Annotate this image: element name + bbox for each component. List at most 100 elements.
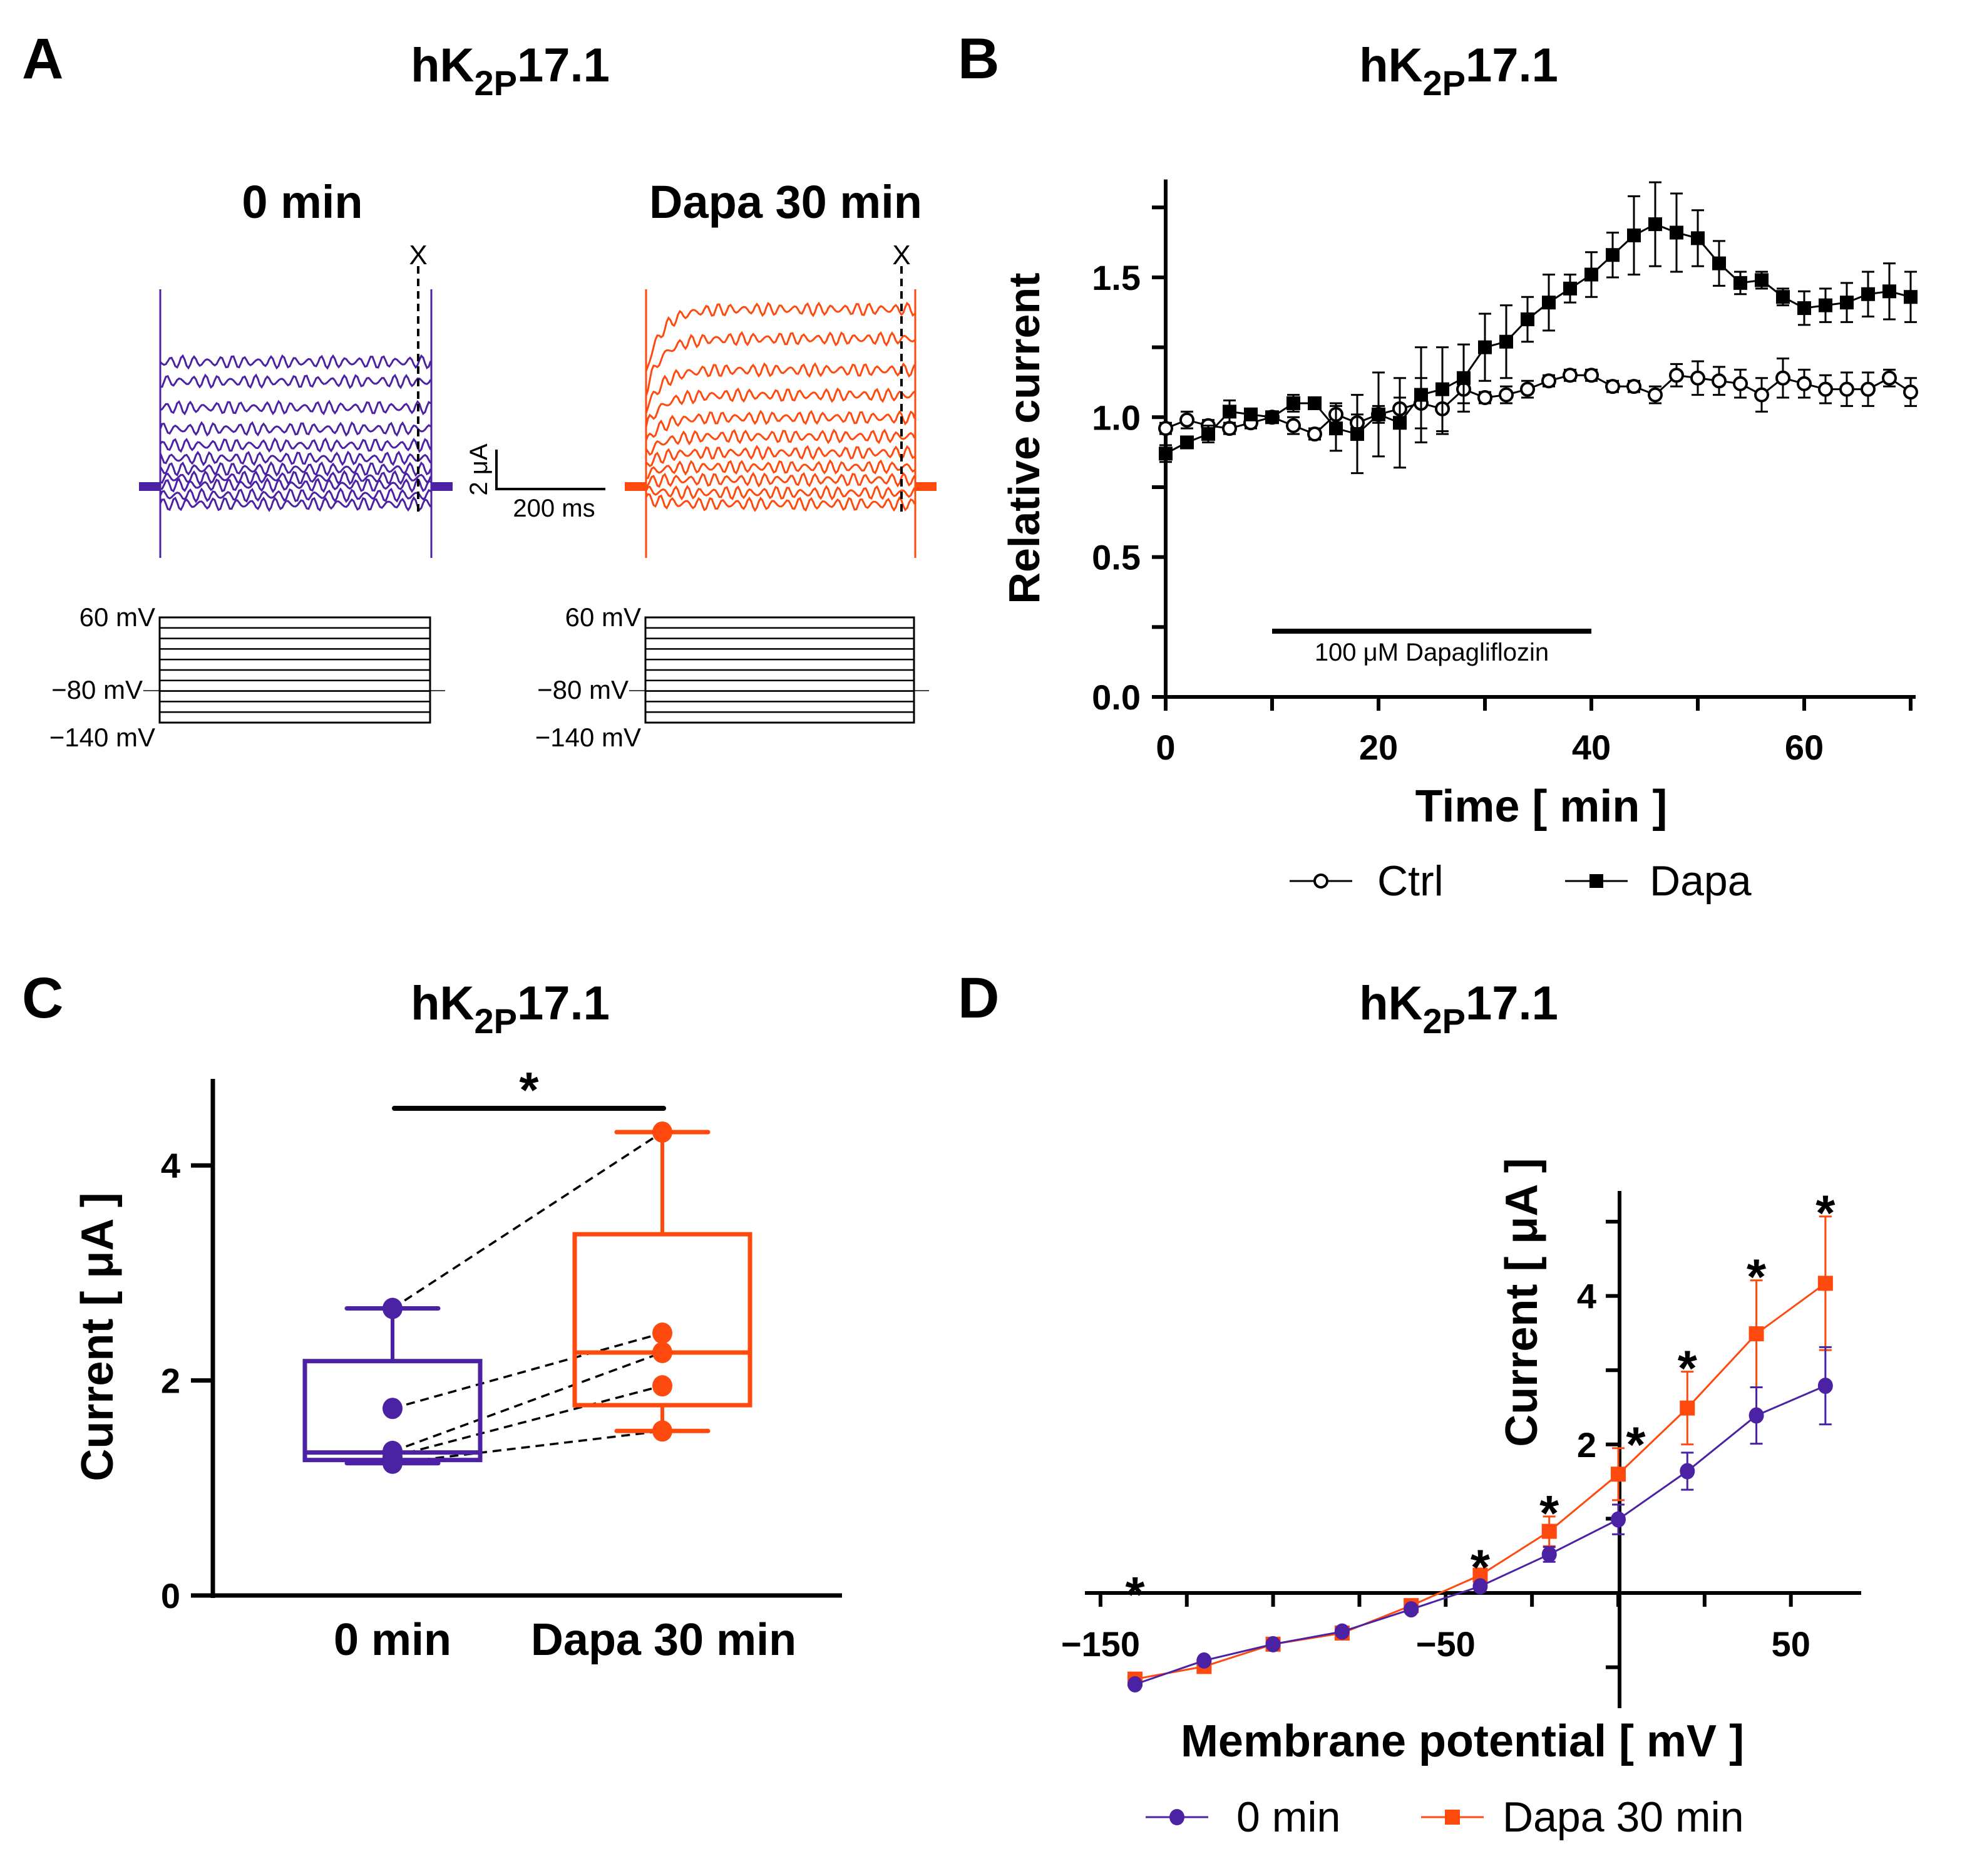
vprot-bottom-left: −140 mV bbox=[49, 723, 155, 752]
d-point-dapa bbox=[1541, 1523, 1557, 1539]
c-data-point bbox=[383, 1398, 403, 1420]
b-point-dapa bbox=[1542, 296, 1556, 310]
b-point-ctrl bbox=[1775, 370, 1790, 386]
b-point-ctrl bbox=[1179, 412, 1194, 428]
b-point-ctrl bbox=[1903, 384, 1918, 400]
c-data-point bbox=[383, 1452, 403, 1474]
c-y-tick-label: 4 bbox=[161, 1146, 180, 1185]
current-trace bbox=[159, 496, 432, 512]
d-x-tick-label: −150 bbox=[1061, 1624, 1140, 1664]
d-point-0min bbox=[1334, 1623, 1350, 1640]
b-point-dapa bbox=[1606, 248, 1620, 262]
d-point-dapa bbox=[1680, 1400, 1695, 1416]
b-point-ctrl bbox=[1499, 387, 1514, 403]
d-y-tick-label: 4 bbox=[1577, 1277, 1596, 1316]
current-trace bbox=[645, 472, 916, 488]
b-point-dapa bbox=[1755, 273, 1769, 287]
current-trace bbox=[645, 331, 915, 396]
d-y-tick-label: 2 bbox=[1577, 1425, 1596, 1465]
b-point-ctrl bbox=[1563, 368, 1578, 383]
b-x-tick-label: 0 bbox=[1156, 728, 1175, 767]
d-point-0min bbox=[1196, 1652, 1212, 1669]
d-significance-star: * bbox=[1678, 1341, 1698, 1396]
b-point-ctrl bbox=[1818, 381, 1833, 397]
c-data-point bbox=[652, 1341, 672, 1363]
c-pair-line bbox=[392, 1351, 663, 1453]
c-pair-line bbox=[392, 1384, 663, 1458]
b-point-ctrl bbox=[1648, 387, 1663, 403]
b-point-ctrl bbox=[1222, 421, 1237, 436]
d-series-line bbox=[1134, 1282, 1826, 1681]
d-x-tick-label: 50 bbox=[1772, 1624, 1810, 1664]
d-point-0min bbox=[1127, 1676, 1143, 1693]
panel-letter-a: A bbox=[22, 27, 63, 91]
b-point-ctrl bbox=[1733, 376, 1748, 391]
current-trace bbox=[160, 399, 431, 416]
current-trace bbox=[645, 459, 915, 480]
d-legend-marker-0min bbox=[1169, 1809, 1184, 1825]
d-point-dapa bbox=[1748, 1326, 1764, 1342]
d-ylabel: Current [ μA ] bbox=[1497, 1158, 1547, 1446]
panel-a-traces bbox=[139, 266, 937, 724]
b-point-ctrl bbox=[1882, 370, 1897, 386]
vprot-bottom-right: −140 mV bbox=[535, 723, 641, 752]
b-point-ctrl bbox=[1541, 373, 1556, 389]
d-point-0min bbox=[1611, 1511, 1626, 1528]
panel-letter-d: D bbox=[958, 966, 999, 1030]
b-point-ctrl bbox=[1690, 370, 1705, 386]
d-significance-star: * bbox=[1626, 1417, 1646, 1473]
b-point-dapa bbox=[1819, 298, 1832, 312]
b-point-dapa bbox=[1733, 276, 1747, 290]
b-point-dapa bbox=[1797, 301, 1811, 316]
scale-bar: 2 μA 200 ms bbox=[465, 443, 605, 522]
c-pair-line bbox=[392, 1332, 663, 1410]
d-significance-star: * bbox=[1815, 1185, 1836, 1241]
b-point-dapa bbox=[1223, 405, 1236, 419]
b-point-ctrl bbox=[1158, 421, 1173, 436]
b-point-dapa bbox=[1670, 225, 1683, 240]
c-ylabel: Current [ μA ] bbox=[73, 1192, 123, 1481]
trace-label-0min: 0 min bbox=[242, 176, 362, 228]
b-point-dapa bbox=[1393, 416, 1407, 430]
d-significance-star: * bbox=[1747, 1249, 1767, 1305]
b-point-dapa bbox=[1904, 290, 1918, 304]
b-point-ctrl bbox=[1286, 418, 1301, 433]
svg-text:hK2P17.1: hK2P17.1 bbox=[1359, 39, 1558, 103]
current-trace bbox=[160, 470, 432, 486]
b-point-dapa bbox=[1435, 382, 1449, 396]
b-point-ctrl bbox=[1477, 390, 1492, 406]
current-trace bbox=[645, 445, 915, 468]
panel-d-title: hK2P17.1 bbox=[1359, 977, 1558, 1041]
d-legend-dapa: Dapa 30 min bbox=[1502, 1793, 1744, 1841]
b-y-tick-label: 0.5 bbox=[1092, 538, 1141, 577]
d-point-0min bbox=[1404, 1601, 1419, 1618]
b-point-dapa bbox=[1478, 340, 1492, 354]
vprot-top-right: 60 mV bbox=[565, 602, 641, 632]
b-point-ctrl bbox=[1605, 379, 1620, 394]
svg-text:hK2P17.1: hK2P17.1 bbox=[1359, 977, 1558, 1041]
b-point-dapa bbox=[1350, 427, 1364, 441]
trace-label-dapa: Dapa 30 min bbox=[649, 176, 922, 228]
b-point-ctrl bbox=[1307, 426, 1322, 442]
scale-x-label: 200 ms bbox=[513, 495, 595, 522]
b-y-tick-label: 1.0 bbox=[1092, 398, 1141, 437]
c-y-tick-label: 0 bbox=[161, 1576, 180, 1616]
current-trace bbox=[159, 461, 432, 477]
measure-marker-left: X bbox=[409, 240, 427, 271]
current-trace bbox=[159, 421, 431, 437]
b-legend-marker-dapa bbox=[1589, 874, 1603, 888]
b-x-tick-label: 40 bbox=[1572, 728, 1611, 767]
d-point-dapa bbox=[1817, 1276, 1833, 1291]
current-trace bbox=[160, 373, 432, 389]
svg-text:hK2P17.1: hK2P17.1 bbox=[411, 977, 610, 1041]
current-trace bbox=[159, 450, 432, 466]
d-point-0min bbox=[1680, 1463, 1695, 1480]
c-category-0: 0 min bbox=[334, 1615, 451, 1665]
b-legend-ctrl: Ctrl bbox=[1377, 857, 1444, 905]
d-significance-star: * bbox=[1471, 1539, 1491, 1595]
b-point-dapa bbox=[1372, 407, 1385, 421]
scale-y-label: 2 μA bbox=[465, 443, 493, 495]
d-point-dapa bbox=[1611, 1466, 1626, 1482]
b-point-dapa bbox=[1308, 396, 1322, 410]
svg-text:hK2P17.1: hK2P17.1 bbox=[411, 39, 610, 103]
